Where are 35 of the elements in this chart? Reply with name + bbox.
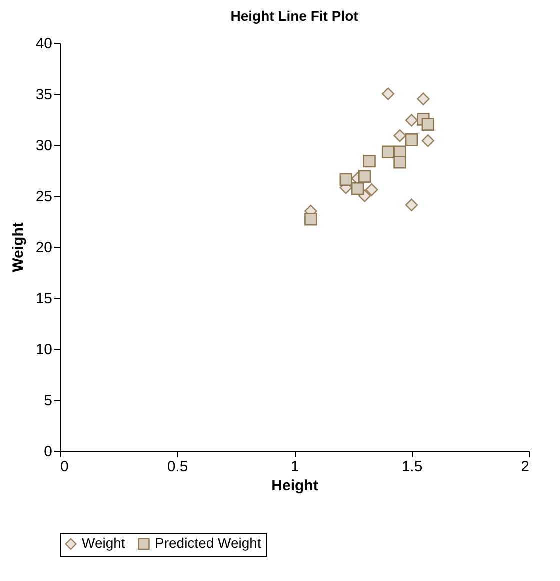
y-tick-label: 5 — [44, 392, 52, 410]
point — [405, 114, 418, 127]
x-tick-label: 0.5 — [167, 458, 188, 476]
legend-label: Predicted Weight — [155, 535, 262, 552]
point — [405, 198, 418, 212]
point — [351, 182, 364, 196]
y-tick-label: 10 — [36, 342, 52, 358]
point — [422, 134, 435, 148]
point — [382, 88, 395, 100]
y-tick-label: 25 — [36, 188, 52, 206]
point — [422, 118, 435, 131]
chart-title: Height Line Fit Plot — [230, 8, 359, 24]
y-tick-label: 35 — [36, 86, 52, 104]
point — [358, 170, 372, 183]
y-tick-label: 30 — [36, 138, 52, 154]
x-tick-label: 1 — [290, 458, 300, 476]
point — [363, 154, 376, 168]
point — [394, 156, 406, 169]
point — [304, 213, 318, 226]
y-tick-label: 40 — [36, 36, 52, 52]
x-tick-label: 0 — [60, 458, 69, 476]
point — [340, 173, 352, 186]
x-tick-label: 2 — [521, 458, 530, 476]
y-tick-label: 0 — [44, 444, 52, 460]
point — [405, 134, 418, 146]
legend-label: Weight — [82, 535, 126, 552]
point — [382, 146, 395, 158]
point — [366, 184, 378, 196]
y-tick-label: 15 — [36, 290, 52, 308]
x-axis-title: Height — [272, 478, 318, 494]
point — [394, 129, 406, 142]
y-tick-label: 20 — [36, 240, 52, 256]
point — [417, 92, 430, 106]
x-tick-label: 1.5 — [402, 458, 423, 476]
y-axis-title: Weight — [10, 222, 27, 272]
